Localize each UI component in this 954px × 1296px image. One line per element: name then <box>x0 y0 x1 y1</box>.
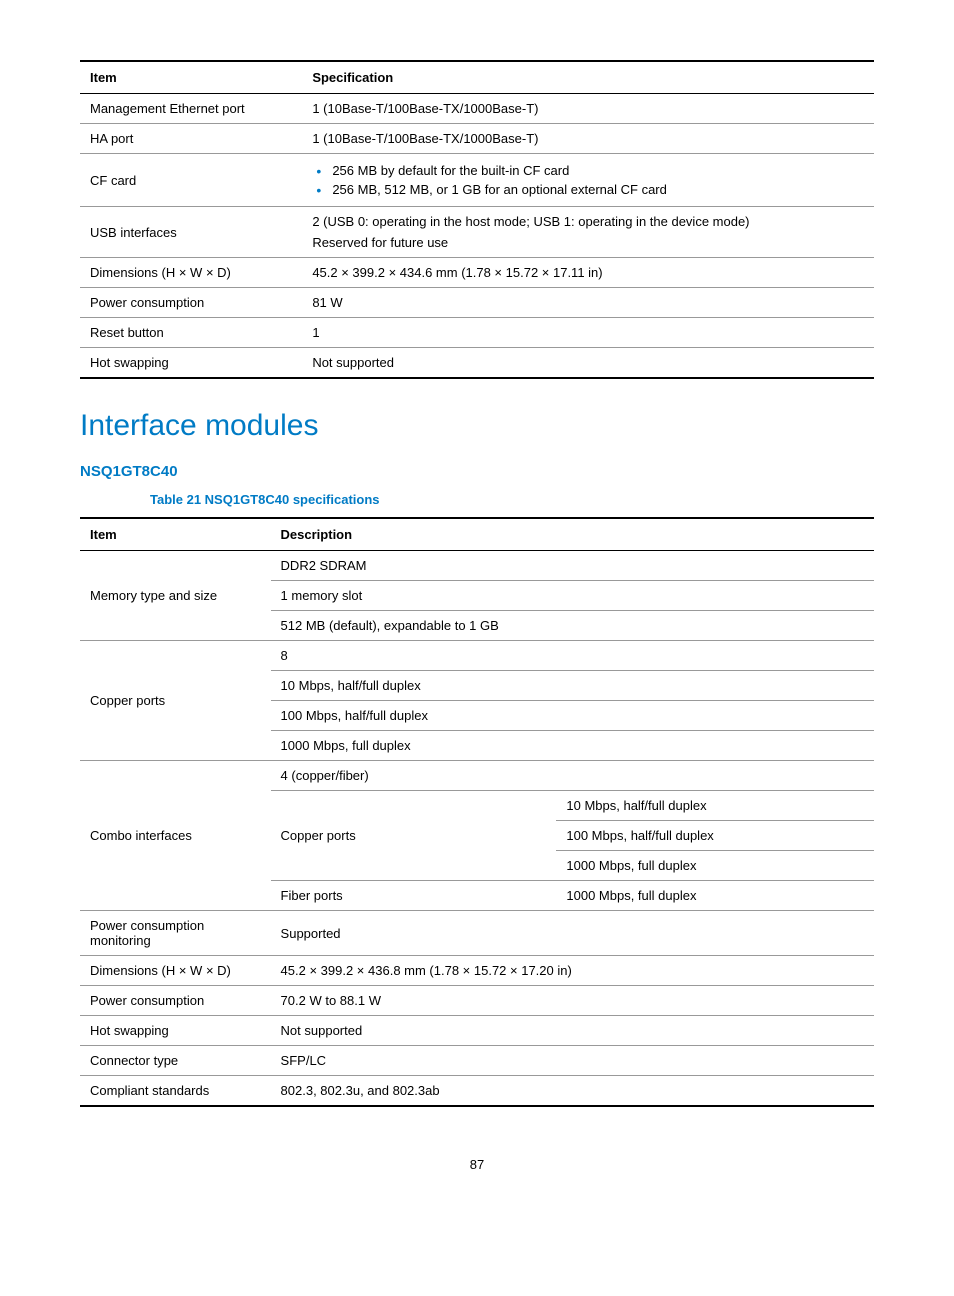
cell-item: Hot swapping <box>80 1016 271 1046</box>
cell-item: HA port <box>80 124 302 154</box>
table-row: USB interfaces 2 (USB 0: operating in th… <box>80 207 874 258</box>
table-row: CF card 256 MB by default for the built-… <box>80 154 874 207</box>
table-row: Copper ports 8 <box>80 641 874 671</box>
page-number: 87 <box>80 1157 874 1172</box>
bullet-item: 256 MB, 512 MB, or 1 GB for an optional … <box>332 180 864 199</box>
table-row: Compliant standards 802.3, 802.3u, and 8… <box>80 1076 874 1107</box>
section-heading: Interface modules <box>80 409 874 443</box>
table-row: Dimensions (H × W × D) 45.2 × 399.2 × 43… <box>80 258 874 288</box>
cell-item: Compliant standards <box>80 1076 271 1107</box>
line: Reserved for future use <box>312 235 864 250</box>
cell-spec: 1 <box>302 318 874 348</box>
table-row: Power consumption 81 W <box>80 288 874 318</box>
cell-item: Combo interfaces <box>80 761 271 911</box>
spec-table: Item Specification Management Ethernet p… <box>80 60 874 379</box>
col-spec: Specification <box>302 61 874 94</box>
cell-desc: 1000 Mbps, full duplex <box>556 851 874 881</box>
cell-item: USB interfaces <box>80 207 302 258</box>
cell-desc: Not supported <box>271 1016 874 1046</box>
table-row: Combo interfaces 4 (copper/fiber) <box>80 761 874 791</box>
cell-desc: 10 Mbps, half/full duplex <box>556 791 874 821</box>
cell-desc: 45.2 × 399.2 × 436.8 mm (1.78 × 15.72 × … <box>271 956 874 986</box>
table-row: HA port 1 (10Base-T/100Base-TX/1000Base-… <box>80 124 874 154</box>
cell-item: Power consumption <box>80 986 271 1016</box>
cell-item: Connector type <box>80 1046 271 1076</box>
cell-desc: 1000 Mbps, full duplex <box>556 881 874 911</box>
table-row: Hot swapping Not supported <box>80 348 874 379</box>
table-row: Dimensions (H × W × D) 45.2 × 399.2 × 43… <box>80 956 874 986</box>
table-row: Power consumption monitoring Supported <box>80 911 874 956</box>
table-row: Management Ethernet port 1 (10Base-T/100… <box>80 94 874 124</box>
cell-desc: Supported <box>271 911 874 956</box>
cell-item: Hot swapping <box>80 348 302 379</box>
col-desc: Description <box>271 518 874 551</box>
cell-desc: SFP/LC <box>271 1046 874 1076</box>
cell-item: Memory type and size <box>80 551 271 641</box>
cell-item: Dimensions (H × W × D) <box>80 258 302 288</box>
cell-desc: 1000 Mbps, full duplex <box>271 731 874 761</box>
sub-heading: NSQ1GT8C40 <box>80 463 874 480</box>
cell-desc: 100 Mbps, half/full duplex <box>556 821 874 851</box>
cell-item: Power consumption <box>80 288 302 318</box>
cell-desc: 802.3, 802.3u, and 802.3ab <box>271 1076 874 1107</box>
cell-item: Copper ports <box>80 641 271 761</box>
cell-desc: 70.2 W to 88.1 W <box>271 986 874 1016</box>
cell-item: CF card <box>80 154 302 207</box>
table21: Item Description Memory type and size DD… <box>80 517 874 1107</box>
table-row: Connector type SFP/LC <box>80 1046 874 1076</box>
cell-item: Power consumption monitoring <box>80 911 271 956</box>
col-item: Item <box>80 518 271 551</box>
cell-spec: 1 (10Base-T/100Base-TX/1000Base-T) <box>302 94 874 124</box>
table-caption: Table 21 NSQ1GT8C40 specifications <box>150 492 874 507</box>
cell-desc: 4 (copper/fiber) <box>271 761 874 791</box>
table-row: Memory type and size DDR2 SDRAM <box>80 551 874 581</box>
cell-spec: 1 (10Base-T/100Base-TX/1000Base-T) <box>302 124 874 154</box>
cell-item: Dimensions (H × W × D) <box>80 956 271 986</box>
cell-spec: 2 (USB 0: operating in the host mode; US… <box>302 207 874 258</box>
cell-spec: 45.2 × 399.2 × 434.6 mm (1.78 × 15.72 × … <box>302 258 874 288</box>
col-item: Item <box>80 61 302 94</box>
table-row: Reset button 1 <box>80 318 874 348</box>
table-row: Power consumption 70.2 W to 88.1 W <box>80 986 874 1016</box>
cell-desc: 1 memory slot <box>271 581 874 611</box>
cell-desc: DDR2 SDRAM <box>271 551 874 581</box>
cell-spec: Not supported <box>302 348 874 379</box>
cell-sub: Fiber ports <box>271 881 557 911</box>
cell-desc: 10 Mbps, half/full duplex <box>271 671 874 701</box>
line: 2 (USB 0: operating in the host mode; US… <box>312 214 864 229</box>
cell-item: Reset button <box>80 318 302 348</box>
bullet-item: 256 MB by default for the built-in CF ca… <box>332 161 864 180</box>
cell-spec: 81 W <box>302 288 874 318</box>
table-row: Hot swapping Not supported <box>80 1016 874 1046</box>
cell-desc: 100 Mbps, half/full duplex <box>271 701 874 731</box>
cell-desc: 8 <box>271 641 874 671</box>
cell-sub: Copper ports <box>271 791 557 881</box>
cell-desc: 512 MB (default), expandable to 1 GB <box>271 611 874 641</box>
cell-item: Management Ethernet port <box>80 94 302 124</box>
cell-spec: 256 MB by default for the built-in CF ca… <box>302 154 874 207</box>
